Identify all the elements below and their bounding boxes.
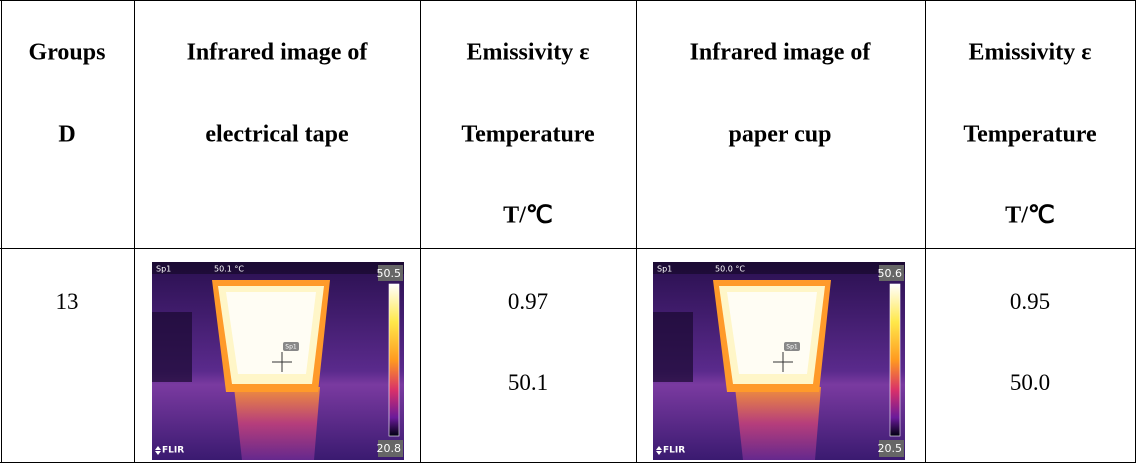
wall-shadow	[653, 312, 693, 382]
header-text: Temperature	[963, 121, 1097, 148]
header-text: Emissivity ε	[466, 39, 590, 66]
header-text: Emissivity ε	[968, 39, 1092, 66]
header-text: T/℃	[503, 202, 553, 229]
marker-box	[283, 342, 299, 351]
scale-max: 50.6	[878, 267, 903, 280]
brand-icon	[155, 446, 161, 455]
scale-min: 20.8	[377, 442, 402, 455]
header-text: D	[58, 121, 76, 148]
header-text: Infrared image of	[186, 39, 368, 66]
brand-icon	[656, 446, 662, 455]
spot-label: Sp1	[156, 265, 171, 274]
table-border	[0, 0, 1136, 1]
cell-text: 13	[55, 289, 79, 314]
column-divider	[636, 0, 637, 463]
infrared-image: Sp1 Sp1 50.0 °C 50.6 20.5 FLIR	[653, 262, 905, 460]
cell-text: 0.95	[1009, 289, 1051, 314]
infrared-image: Sp1 Sp1 50.1 °C 50.5 20.8 FLIR	[152, 262, 404, 460]
cup-reflection	[735, 387, 821, 460]
header-text: Groups	[28, 39, 106, 66]
brand-logo: FLIR	[663, 446, 685, 456]
marker-label: Sp1	[786, 344, 798, 351]
top-bar	[653, 262, 905, 274]
header-text: T/℃	[1005, 202, 1055, 229]
brand-logo: FLIR	[162, 446, 184, 456]
cell-text: 50.1	[507, 370, 549, 395]
cell-text: 50.0	[1009, 370, 1051, 395]
scale-max-box	[879, 265, 904, 281]
header-text: Temperature	[461, 121, 595, 148]
spot-reading: 50.1 °C	[214, 265, 244, 274]
column-divider	[925, 0, 926, 463]
top-bar	[152, 262, 404, 274]
spot-label: Sp1	[657, 265, 672, 274]
column-divider	[134, 0, 135, 463]
color-scale	[889, 283, 901, 437]
cell-text: 0.97	[507, 289, 549, 314]
wall-shadow	[152, 312, 192, 382]
scale-min-box	[879, 440, 904, 457]
header-text: Infrared image of	[689, 39, 871, 66]
cup-reflection	[234, 387, 320, 460]
table-border	[1, 0, 2, 463]
scale-max: 50.5	[377, 267, 402, 280]
scale-min-box	[378, 440, 403, 457]
cup-core	[727, 292, 817, 374]
column-divider	[420, 0, 421, 463]
marker-label: Sp1	[285, 344, 297, 351]
marker-box	[784, 342, 800, 351]
spot-reading: 50.0 °C	[715, 265, 745, 274]
header-text: paper cup	[728, 121, 832, 148]
cup-core	[226, 292, 316, 374]
row-divider	[0, 248, 1136, 249]
header-text: electrical tape	[205, 121, 349, 148]
scale-min: 20.5	[878, 442, 903, 455]
scale-max-box	[378, 265, 403, 281]
color-scale	[388, 283, 400, 437]
